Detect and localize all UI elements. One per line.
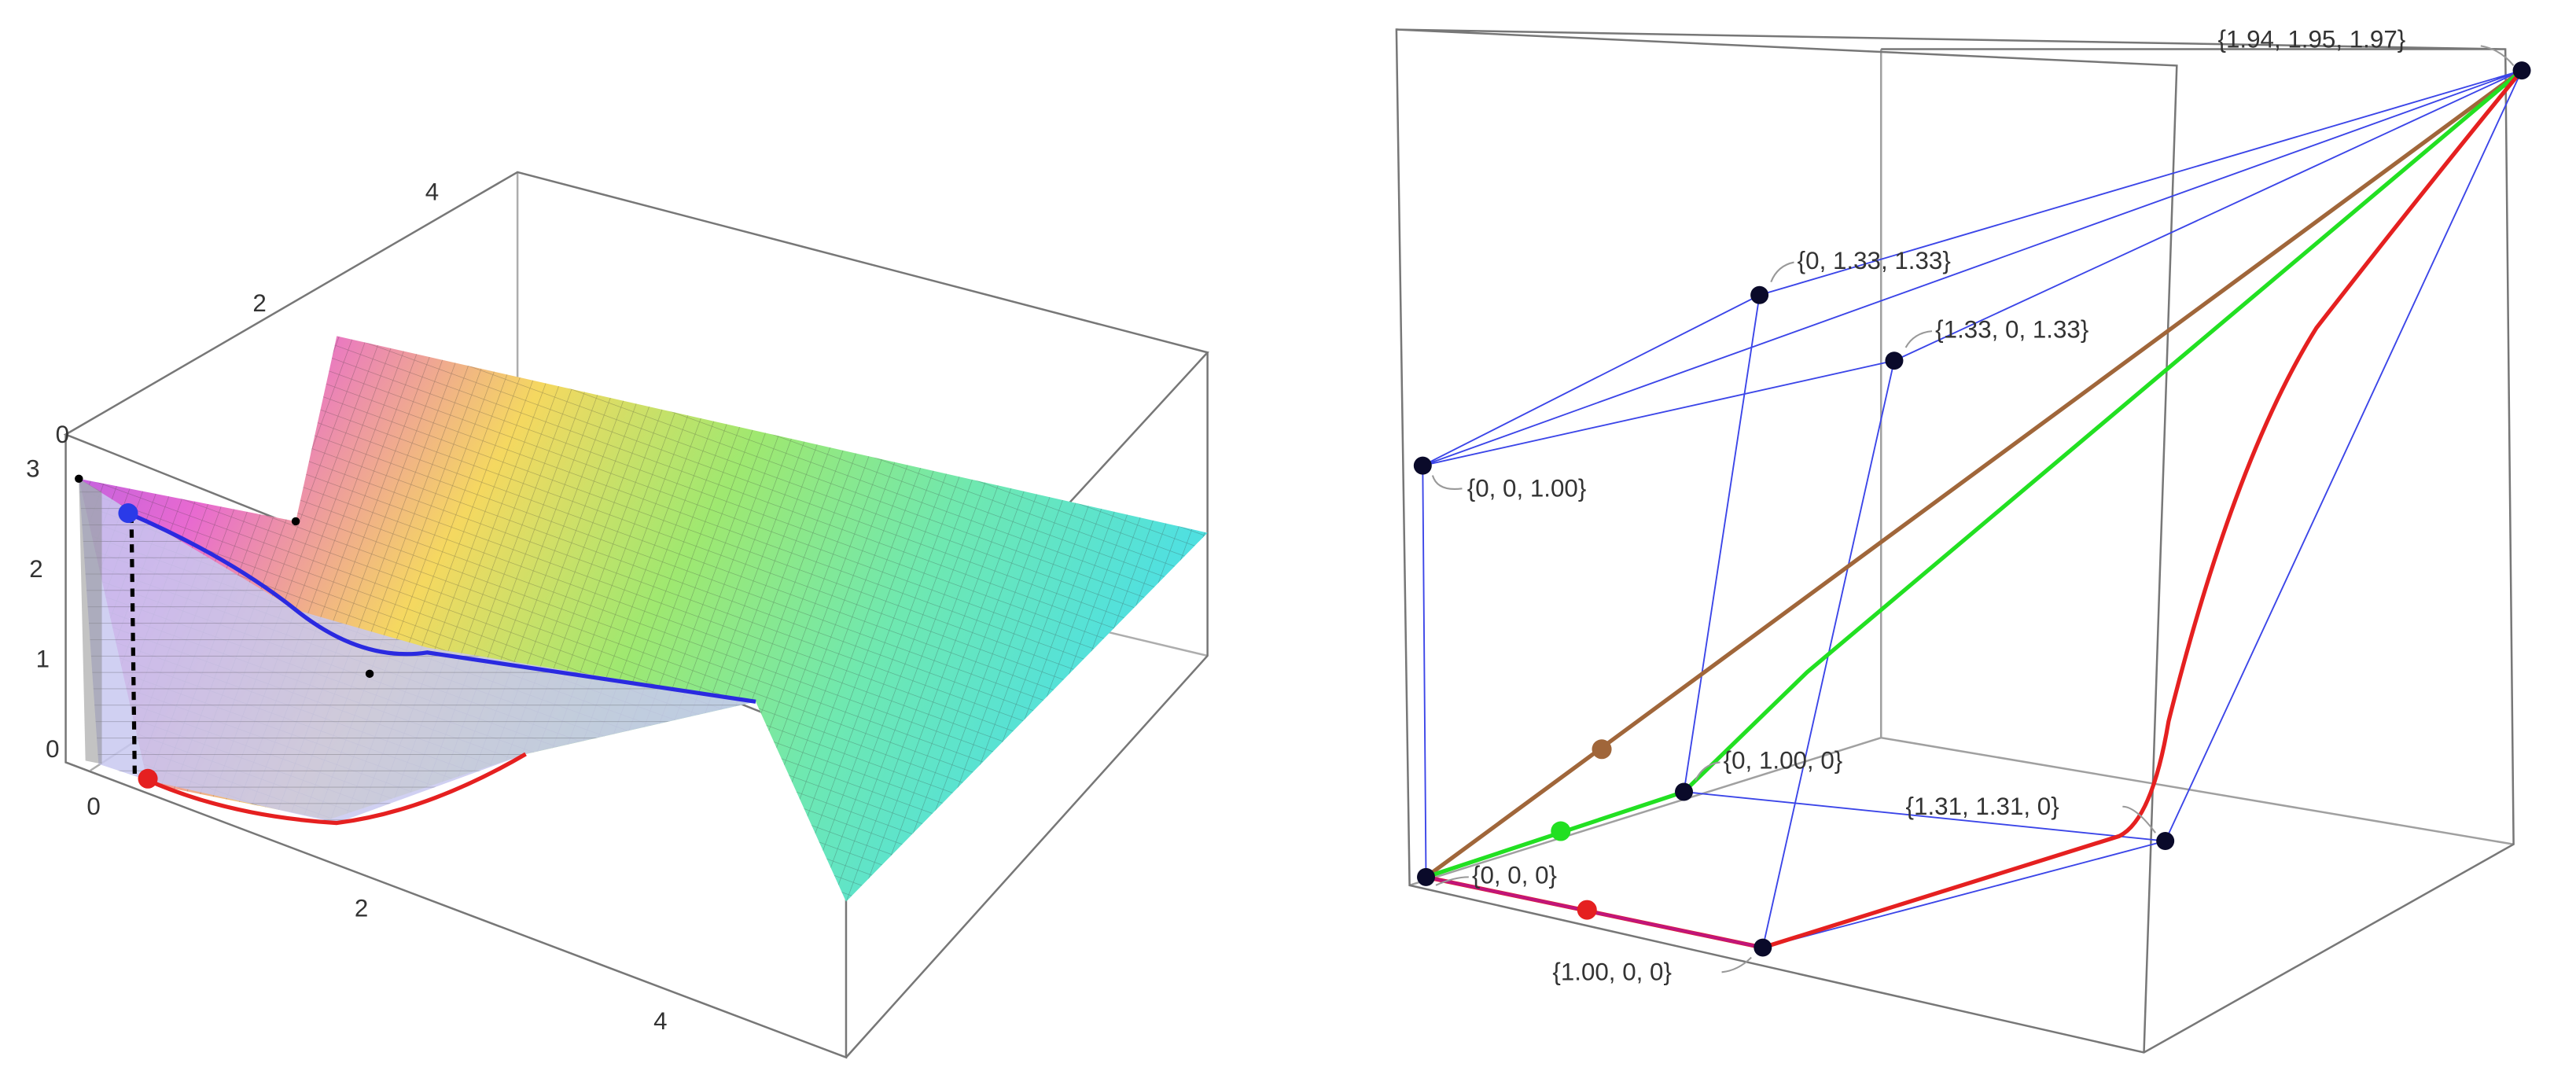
vertex <box>1750 285 1769 304</box>
point-label: {0, 0, 1.00} <box>1467 475 1587 502</box>
green-point <box>1551 821 1571 841</box>
vertex <box>1413 456 1432 475</box>
label-leaders <box>1431 45 2515 973</box>
right-plot: {1.94, 1.95, 1.97} {0, 1.33, 1.33} {1.33… <box>1395 25 2531 1054</box>
tick-label: 0 <box>86 793 100 820</box>
point-label: {1.33, 0, 1.33} <box>1935 315 2088 343</box>
tick-label: 2 <box>29 555 42 583</box>
box <box>1395 28 2515 1054</box>
tick-label: 3 <box>26 455 39 483</box>
point-label: {0, 1.33, 1.33} <box>1798 247 1951 274</box>
tick-label: 0 <box>46 735 59 763</box>
red-point <box>1577 900 1597 920</box>
vertex <box>1675 782 1694 801</box>
red-curve <box>146 752 527 826</box>
vertex <box>1417 867 1435 886</box>
wall <box>79 478 102 764</box>
tick-label: 1 <box>36 645 50 672</box>
point <box>75 474 83 483</box>
tick-label: 4 <box>653 1007 667 1035</box>
vertex <box>2156 832 2175 850</box>
tick-label: 0 <box>56 421 69 448</box>
point-label: {0, 0, 0} <box>1472 862 1557 889</box>
point-label: {1.00, 0, 0} <box>1552 959 1672 986</box>
point <box>365 669 374 679</box>
blue-curve <box>127 511 756 704</box>
shaded-region-lines <box>79 478 756 823</box>
point-label: {0, 1.00, 0} <box>1724 747 1843 775</box>
red-line <box>1425 68 2524 950</box>
vertex <box>1754 938 1772 957</box>
brown-line <box>1424 68 2523 879</box>
vertex <box>1885 351 1904 370</box>
point <box>291 517 300 526</box>
vertex <box>2512 61 2531 80</box>
blue-point <box>118 503 138 524</box>
tick-label: 2 <box>252 289 266 317</box>
point-label: {1.31, 1.31, 0} <box>1906 793 2059 820</box>
tick-label: 4 <box>425 178 439 205</box>
tick-label: 2 <box>355 894 368 922</box>
brown-point <box>1592 739 1612 760</box>
vertices <box>1413 61 2531 957</box>
red-point <box>138 768 158 789</box>
point-label: {1.94, 1.95, 1.97} <box>2218 25 2406 53</box>
left-plot: 4 2 0 3 2 1 0 0 2 4 <box>26 171 1209 1059</box>
box-hidden-edges <box>1409 49 2514 887</box>
